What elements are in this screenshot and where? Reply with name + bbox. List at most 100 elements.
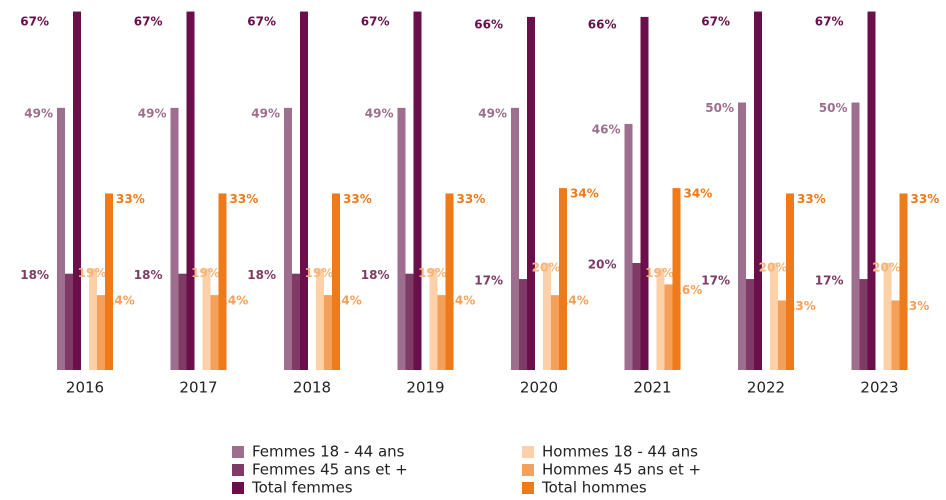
legend-label: Hommes 18 - 44 ans: [542, 443, 698, 461]
bar: [89, 268, 97, 370]
value-label: 50%: [705, 101, 734, 115]
value-label: 19%: [191, 266, 220, 280]
bar: [543, 263, 551, 370]
bar: [413, 11, 422, 371]
value-label: 46%: [592, 122, 621, 136]
legend-swatch: [232, 464, 244, 476]
value-label: 49%: [478, 106, 507, 120]
bar: [332, 193, 340, 370]
value-label: 13%: [787, 299, 816, 313]
legend-swatch: [232, 446, 244, 458]
value-label: 67%: [247, 15, 276, 29]
value-label: 33%: [116, 192, 145, 206]
bar: [778, 300, 786, 370]
x-tick-label: 2023: [860, 379, 898, 397]
bar: [891, 300, 900, 370]
value-label: 19%: [78, 266, 107, 280]
value-label: 49%: [365, 106, 394, 120]
value-label: 17%: [474, 274, 503, 288]
value-label: 17%: [701, 274, 730, 288]
value-label: 67%: [361, 15, 390, 29]
bar: [218, 193, 227, 370]
legend-label: Hommes 45 ans et +: [542, 461, 701, 479]
x-tick-label: 2018: [293, 379, 331, 397]
bar: [664, 284, 673, 370]
bar: [405, 273, 414, 370]
value-label: 67%: [815, 15, 844, 29]
legend-swatch: [522, 446, 534, 458]
value-label: 33%: [457, 192, 486, 206]
value-label: 13%: [901, 299, 930, 313]
bar: [65, 273, 73, 370]
bar: [770, 263, 778, 370]
bar: [511, 107, 519, 370]
bar: [899, 193, 908, 370]
bar: [519, 279, 527, 370]
bar: [445, 193, 454, 370]
bar: [186, 11, 195, 371]
value-label: 66%: [588, 17, 617, 31]
value-label: 18%: [134, 268, 163, 282]
x-tick-label: 2020: [520, 379, 558, 397]
value-label: 66%: [474, 17, 503, 31]
bar: [738, 102, 746, 370]
bar: [202, 268, 211, 370]
value-label: 20%: [872, 261, 901, 275]
legend-swatch: [232, 482, 244, 494]
bar: [397, 107, 406, 370]
bar: [859, 279, 868, 370]
bar: [527, 16, 535, 371]
bar: [170, 107, 179, 370]
value-label: 14%: [333, 294, 362, 308]
bar: [746, 279, 754, 370]
x-tick-label: 2019: [406, 379, 444, 397]
bar: [656, 268, 665, 370]
value-label: 67%: [20, 15, 49, 29]
value-label: 20%: [532, 261, 561, 275]
bar: [559, 188, 567, 370]
value-label: 49%: [138, 106, 167, 120]
value-label: 14%: [447, 294, 476, 308]
value-label: 49%: [251, 106, 280, 120]
value-label: 50%: [819, 101, 848, 115]
legend-swatch: [522, 464, 534, 476]
value-label: 33%: [797, 192, 826, 206]
bar: [437, 295, 446, 370]
bar: [284, 107, 292, 370]
value-label: 14%: [106, 294, 135, 308]
value-label: 49%: [24, 106, 53, 120]
bar: [624, 123, 633, 371]
value-label: 19%: [418, 266, 447, 280]
bar: [883, 263, 892, 370]
value-label: 19%: [645, 266, 674, 280]
bar: [300, 11, 308, 371]
value-label: 18%: [20, 268, 49, 282]
bar: [429, 268, 438, 370]
value-label: 18%: [361, 268, 390, 282]
bar: [867, 11, 876, 371]
value-label: 33%: [343, 192, 372, 206]
bar: [672, 188, 681, 370]
bar: [640, 16, 649, 371]
bar: [754, 11, 762, 371]
legend-label: Femmes 45 ans et +: [252, 461, 408, 479]
value-label: 18%: [247, 268, 276, 282]
value-label: 67%: [134, 15, 163, 29]
bar: [178, 273, 187, 370]
value-label: 14%: [560, 294, 589, 308]
value-label: 20%: [759, 261, 788, 275]
value-label: 20%: [588, 258, 617, 272]
value-label: 67%: [701, 15, 730, 29]
bar: [105, 193, 113, 370]
bar: [73, 11, 81, 371]
bar: [786, 193, 794, 370]
bar: [851, 102, 860, 370]
value-label: 14%: [220, 294, 249, 308]
x-tick-label: 2022: [747, 379, 785, 397]
bar: [292, 273, 300, 370]
value-label: 34%: [684, 187, 713, 201]
value-label: 16%: [674, 283, 703, 297]
legend-label: Total femmes: [251, 479, 353, 497]
x-tick-label: 2021: [633, 379, 671, 397]
